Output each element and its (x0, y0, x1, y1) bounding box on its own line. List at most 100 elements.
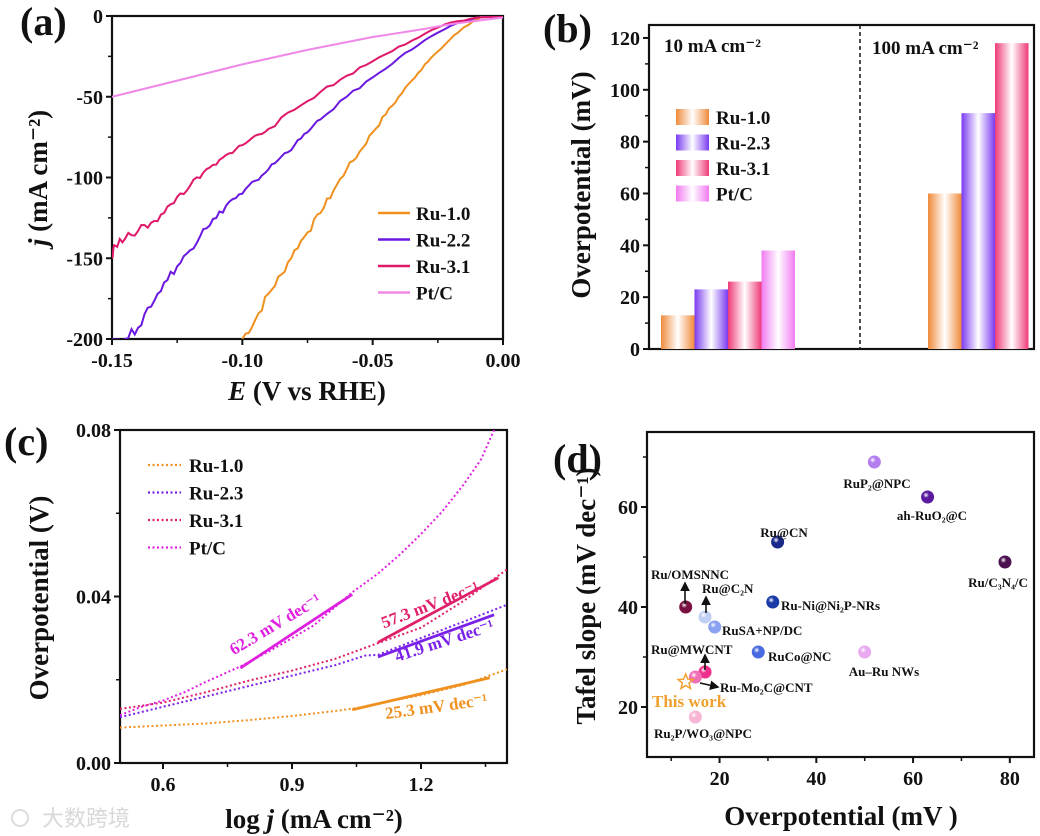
c-series-line-ru-3-1 (120, 568, 507, 710)
a-y-tick-label: -100 (66, 168, 103, 190)
b-bar-ru-2-3 (694, 289, 728, 349)
d-point-label: RuCo@NC (768, 649, 831, 664)
b-y-axis-title: Overpotential (mV) (566, 71, 596, 298)
b-bar-ru-3-1 (995, 43, 1029, 349)
watermark: 大数跨境 (11, 807, 130, 832)
d-point-label: Ru@CN (760, 525, 808, 540)
d-point (867, 455, 881, 469)
panel-label-b: (b) (543, 6, 592, 51)
d-x-tick-label: 20 (710, 768, 730, 790)
d-point (698, 665, 712, 679)
d-point-star-this-work (676, 671, 696, 691)
d-point (998, 555, 1012, 569)
a-plot: -0.15 -0.10 -0.05 0.00 0 -50 -100 -150 -200 Ru-1.… (66, 6, 520, 372)
b-bar-ru-1-0 (661, 315, 695, 349)
a-series-group (112, 16, 503, 339)
d-point-label: This work (652, 692, 727, 711)
d-point-label: RuP₂@NPC (843, 476, 910, 491)
d-x-tick-label: 60 (903, 768, 923, 790)
panel-label-a: (a) (20, 0, 67, 44)
c-y-tick-label: 0.08 (76, 420, 111, 442)
d-y-tick-label: 60 (618, 497, 638, 519)
b-plot: 0 20 40 60 80 100 120 Ru-1.0 Ru-2.3 Ru-3.1 Pt/C (610, 23, 1036, 361)
d-point (751, 645, 765, 659)
d-point-label: Ru/OMSNNC (651, 567, 729, 582)
a-legend-label: Ru-3.1 (416, 257, 470, 278)
b-bar-ru-3-1 (728, 281, 762, 349)
d-point (708, 620, 722, 634)
d-point (921, 490, 935, 504)
d-point-label: ah-RuO₂@C (897, 508, 967, 523)
d-point-label: Ru-Mo₂C@CNT (720, 680, 813, 695)
b-bar-pt-c (761, 250, 795, 349)
b-category-label-10: 10 mA cm⁻² (664, 36, 761, 57)
c-series-line-pt-c (120, 430, 496, 717)
d-point-label: Ru-Ni@Ni₂P-NRs (781, 598, 880, 613)
b-y-tick-label: 20 (620, 287, 640, 309)
b-bar-ru-1-0 (928, 193, 962, 349)
c-y-tick-label: 0.04 (76, 587, 111, 609)
d-point-label: Ru@MWCNT (651, 642, 733, 657)
b-legend-label: Ru-2.3 (716, 134, 770, 155)
d-x-axis-title: Overpotential (mV ) (724, 801, 957, 831)
d-point-label: Ru@C₂N (702, 581, 754, 596)
c-x-tick-label: 1.2 (409, 774, 434, 796)
b-y-tick-label: 40 (620, 235, 640, 257)
a-legend-label: Ru-1.0 (416, 204, 470, 225)
a-x-tick-label: -0.15 (91, 350, 133, 372)
c-fit-line-ru-3-1 (377, 576, 500, 644)
c-fit-line-ru-1-0 (351, 676, 491, 712)
d-y-tick-label: 20 (618, 697, 638, 719)
d-arrow (699, 680, 720, 690)
c-x-tick-label: 0.9 (280, 774, 305, 796)
d-point-label: Ru₂P/WO₃@NPC (654, 726, 752, 741)
a-series-line-ru-2-2 (112, 16, 503, 339)
panel-label-c: (c) (4, 419, 48, 464)
d-point (766, 595, 780, 609)
c-x-tick-label: 0.6 (151, 774, 176, 796)
a-legend-label: Ru-2.2 (416, 231, 470, 252)
a-series-line-ru-1-0 (241, 16, 503, 339)
b-y-tick-label: 60 (620, 183, 640, 205)
b-y-tick-label: 80 (620, 132, 640, 154)
d-point-label: Au–Ru NWs (849, 664, 919, 679)
c-legend-label: Ru-2.3 (189, 484, 243, 505)
a-y-tick-label: -50 (76, 87, 103, 109)
b-legend-swatch (676, 160, 709, 176)
a-series-line-ru-3-1 (112, 16, 503, 259)
c-series-group (120, 430, 507, 729)
a-series-line-pt-c (112, 16, 503, 98)
d-y-tick-label: 40 (618, 597, 638, 619)
d-point-label: Ru/C₃N₄/C (968, 575, 1028, 590)
b-bar-ru-2-3 (961, 113, 995, 350)
c-tafel-slope-label: 62.3 mV dec⁻¹ (226, 590, 324, 659)
d-y-axis-title: Tafel slope (mV dec⁻¹) (571, 467, 601, 724)
svg-text:大数跨境: 大数跨境 (42, 807, 130, 832)
b-legend-label: Pt/C (716, 185, 753, 206)
d-point (858, 645, 872, 659)
b-plot-frame (647, 23, 1036, 351)
d-point (698, 610, 712, 624)
a-y-tick-label: 0 (93, 6, 103, 28)
d-plot-frame (645, 430, 1036, 759)
a-legend-label: Pt/C (416, 284, 453, 305)
d-point (688, 710, 702, 724)
c-tafel-slope-label: 25.3 mV dec⁻¹ (384, 690, 489, 723)
b-y-tick-label: 100 (610, 80, 640, 102)
d-x-tick-label: 40 (806, 768, 826, 790)
a-x-axis-title: E (V vs RHE) (227, 376, 386, 406)
c-plot: 0.6 0.9 1.2 0.00 0.04 0.08 25.3 mV dec⁻¹ Ru-1.0… (76, 420, 509, 796)
b-legend-swatch (676, 134, 709, 151)
c-legend-label: Pt/C (189, 539, 226, 560)
a-y-axis-title: j (mA cm⁻²) (23, 110, 53, 250)
b-y-tick-label: 120 (610, 28, 640, 50)
a-x-tick-label: -0.05 (352, 350, 394, 372)
a-x-tick-label: 0.00 (486, 350, 521, 372)
b-legend-swatch (676, 109, 709, 125)
b-legend-label: Ru-3.1 (716, 159, 770, 180)
b-y-tick-label: 0 (630, 339, 640, 361)
d-point (771, 535, 785, 549)
c-y-axis-title: Overpotential (V) (24, 496, 54, 701)
c-y-tick-label: 0.00 (76, 753, 111, 775)
